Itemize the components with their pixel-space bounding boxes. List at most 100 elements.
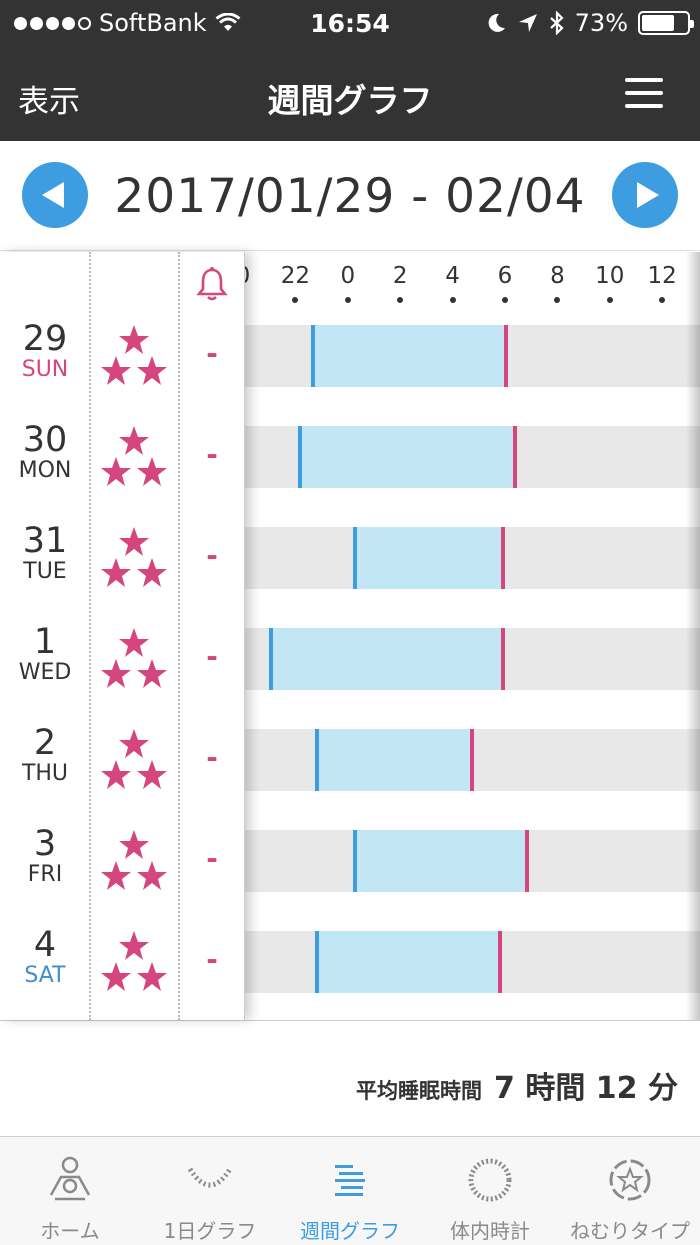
day-of-week: TUE <box>23 559 67 584</box>
axis-tick-label: 4 <box>445 263 460 289</box>
bedtime-marker <box>353 527 358 589</box>
tab-sleep-type[interactable]: ねむりタイプ <box>560 1137 700 1245</box>
bedtime-marker <box>269 628 274 690</box>
axis-tick-dot <box>449 297 456 303</box>
status-time: 16:54 <box>310 9 390 38</box>
wakeup-marker <box>500 527 505 589</box>
rating-stars-icon <box>99 526 169 588</box>
rating-stars-icon <box>99 930 169 992</box>
axis-tick-dot <box>554 297 561 303</box>
next-week-button[interactable] <box>612 162 678 228</box>
axis-tick-label: 2 <box>392 263 408 289</box>
sleep-bar[interactable] <box>269 628 505 690</box>
day-label: 30 MON <box>0 420 90 483</box>
rating-stars-icon <box>99 728 169 790</box>
day-column: 29 SUN -30 MON -31 TUE -1 WED -2 THU -3 FRI -4 SAT - <box>0 252 245 1020</box>
day-of-week: SAT <box>24 963 66 988</box>
carrier-name: SoftBank <box>99 9 207 37</box>
wakeup-marker <box>524 830 529 892</box>
bell-icon <box>196 267 228 301</box>
date-range: 2017/01/29 - 02/04 <box>114 169 586 224</box>
rating-stars-icon <box>99 829 169 891</box>
day-of-week: MON <box>18 458 72 483</box>
sleep-type-icon <box>609 1159 651 1201</box>
weekly-graph-icon <box>335 1165 365 1196</box>
sleep-bar[interactable] <box>315 931 503 993</box>
axis-tick-label: 6 <box>497 263 513 289</box>
tab-label: ホーム <box>40 1219 100 1243</box>
alarm-value: - <box>206 438 218 471</box>
axis-tick-dot <box>344 297 351 303</box>
tab-bar: ホーム 1日グラフ 週間グラフ 体内時計 ねむりタイプ <box>0 1136 700 1245</box>
sleep-bar[interactable] <box>298 426 517 488</box>
alarm-value: - <box>206 337 218 370</box>
sleep-bar[interactable] <box>311 325 508 387</box>
day-of-week: SUN <box>21 357 69 382</box>
arrow-left-icon <box>42 182 64 208</box>
body-clock-icon <box>468 1158 512 1202</box>
average-section: 平均睡眠時間 7 時間 12 分 <box>0 1020 700 1136</box>
tab-body-clock[interactable]: 体内時計 <box>420 1137 560 1245</box>
tab-home[interactable]: ホーム <box>0 1137 140 1245</box>
day-label: 3 FRI <box>0 824 90 887</box>
battery-icon <box>638 11 694 35</box>
day-number: 1 <box>33 622 57 662</box>
axis-tick-dot <box>606 297 613 303</box>
day-label: 29 SUN <box>0 319 90 382</box>
rating-stars-icon <box>99 627 169 689</box>
rating-stars-icon <box>99 324 169 386</box>
moon-icon <box>488 13 505 32</box>
rating-stars-icon <box>99 425 169 487</box>
nav-bar: 表示 週間グラフ <box>0 48 700 141</box>
day-label: 31 TUE <box>0 521 90 584</box>
day-of-week: THU <box>21 761 69 786</box>
display-button[interactable]: 表示 <box>18 84 80 120</box>
average-label: 平均睡眠時間 <box>356 1079 483 1103</box>
date-header: 2017/01/29 - 02/04 <box>0 141 700 251</box>
battery-percent: 73% <box>574 9 628 37</box>
daily-graph-icon <box>187 1167 233 1188</box>
sleep-chart[interactable]: 0 22 0 2 4 6 8 10 12 <box>245 252 700 1020</box>
arrow-right-icon <box>637 182 659 208</box>
day-label: 2 THU <box>0 723 90 786</box>
wakeup-marker <box>512 426 517 488</box>
tab-weekly-graph[interactable]: 週間グラフ <box>280 1137 420 1245</box>
location-arrow-icon <box>518 14 537 32</box>
alarm-value: - <box>206 943 218 976</box>
day-number: 4 <box>33 925 57 965</box>
status-bar: SoftBank 16:54 73% <box>0 0 700 48</box>
bedtime-marker <box>311 325 316 387</box>
axis-tick-label: 10 <box>595 263 625 289</box>
previous-week-button[interactable] <box>22 162 88 228</box>
column-divider <box>89 252 91 1020</box>
axis-tick-dot <box>659 297 666 303</box>
day-number: 31 <box>22 521 68 561</box>
bedtime-marker <box>298 426 303 488</box>
alarm-value: - <box>206 640 218 673</box>
day-of-week: FRI <box>27 862 63 887</box>
column-divider <box>178 252 180 1020</box>
day-number: 2 <box>33 723 57 763</box>
sleep-bar[interactable] <box>353 527 505 589</box>
sleep-bar[interactable] <box>315 729 474 791</box>
day-number: 3 <box>33 824 57 864</box>
average-value: 7 時間 12 分 <box>494 1071 678 1106</box>
bluetooth-icon <box>549 11 564 35</box>
axis-tick-label: 0 <box>245 263 250 289</box>
day-of-week: WED <box>18 660 72 685</box>
sleep-bar[interactable] <box>353 830 529 892</box>
alarm-value: - <box>206 842 218 875</box>
day-label: 1 WED <box>0 622 90 685</box>
tab-daily-graph[interactable]: 1日グラフ <box>140 1137 280 1245</box>
wakeup-marker <box>469 729 474 791</box>
tab-label: ねむりタイプ <box>570 1219 690 1243</box>
scroll-shadow <box>686 252 700 1020</box>
axis-tick-dot <box>502 297 508 303</box>
menu-icon[interactable] <box>625 78 663 108</box>
wakeup-marker <box>503 325 508 387</box>
axis-tick-label: 12 <box>647 263 677 289</box>
signal-strength-icon <box>14 16 91 30</box>
day-number: 30 <box>22 420 68 460</box>
home-person-icon <box>49 1156 91 1201</box>
